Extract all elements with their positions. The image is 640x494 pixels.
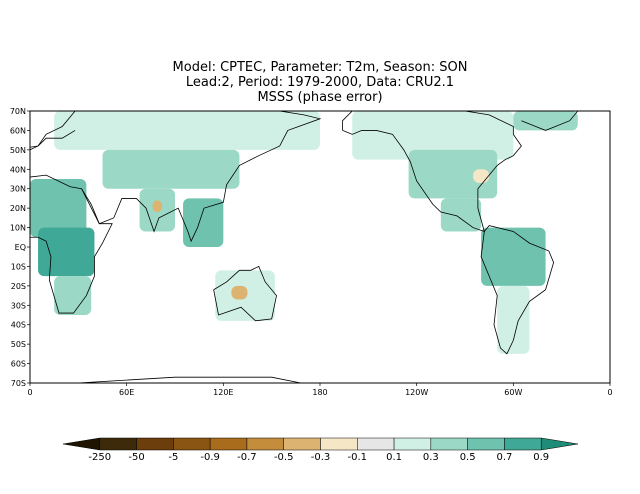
colorbar: -250 -50 -5 -0.9 -0.7 -0.5 -0.3 -0.1 0.1 0.3 0.5 0.… (62, 437, 579, 463)
colorbar-label: -5 (168, 452, 178, 463)
coastline-2 (213, 265, 277, 322)
colorbar-label: -0.7 (237, 452, 257, 463)
lon-label: 0 (27, 388, 32, 397)
colorbar-label: 0.7 (496, 452, 512, 463)
longitude-axis: 0 60E 120E 180 120W 60W 0 (27, 383, 613, 397)
colorbar-swatch (357, 437, 395, 451)
colorbar-swatch (320, 437, 358, 451)
coastline-7 (78, 376, 303, 383)
lat-label: 40S (11, 321, 26, 330)
region-southern-africa (54, 276, 92, 315)
lon-label: 120E (213, 388, 233, 397)
lon-label: 120W (405, 388, 428, 397)
colorbar-swatch (246, 437, 284, 451)
lat-label: 20N (10, 204, 26, 213)
region-usa-east (473, 169, 490, 183)
lat-label: 70S (11, 379, 26, 388)
colorbar-label: 0.3 (423, 452, 439, 463)
region-central-america (440, 198, 482, 232)
region-greenland (513, 111, 578, 131)
region-usa (408, 149, 498, 199)
colorbar-swatch (209, 437, 248, 451)
lon-label: 0 (607, 388, 612, 397)
lat-label: 50N (10, 146, 26, 155)
colorbar-swatch (173, 437, 211, 451)
colorbar-label: 0.5 (460, 452, 476, 463)
colorbar-swatch (99, 437, 137, 451)
colorbar-label: -0.5 (274, 452, 294, 463)
colorbar-swatch (467, 437, 505, 451)
lat-label: 60S (11, 360, 26, 369)
title-line-1: Model: CPTEC, Parameter: T2m, Season: SO… (172, 60, 468, 75)
lat-label: 70N (10, 107, 26, 116)
colorbar-label: -0.1 (348, 452, 368, 463)
lon-label: 180 (312, 388, 327, 397)
lat-label: 20S (11, 282, 26, 291)
region-south-america-north (481, 227, 546, 286)
lat-label: 10N (10, 224, 26, 233)
colorbar-swatch (393, 437, 432, 451)
colorbar-label: -0.3 (311, 452, 331, 463)
latitude-axis: 70N 60N 50N 40N 30N 20N 10N EQ 10S 20S 30S 40S 50S 60… (10, 107, 30, 388)
colorbar-swatch (504, 437, 542, 451)
colorbar-swatch (540, 437, 579, 451)
coastline-5 (521, 111, 579, 131)
title-line-2: Lead:2, Period: 1979-2000, Data: CRU2.1 (185, 75, 455, 90)
lat-label: 30N (10, 185, 26, 194)
colorbar-label: -50 (128, 452, 144, 463)
region-central-africa (38, 227, 95, 277)
lat-label: 50S (11, 340, 26, 349)
lat-label: 30S (11, 301, 26, 310)
coastline-1 (30, 188, 113, 314)
lat-label: EQ (15, 243, 26, 252)
region-australia-center (231, 285, 248, 300)
region-south-america-south (497, 285, 530, 354)
lon-label: 60E (119, 388, 134, 397)
region-northern-eurasia (54, 111, 321, 150)
region-central-asia (102, 149, 240, 189)
colorbar-label: -0.9 (200, 452, 220, 463)
lat-label: 40N (10, 165, 26, 174)
region-southeast-asia (183, 198, 224, 247)
lat-label: 60N (10, 126, 26, 135)
region-north-america (352, 111, 514, 160)
coastline-3 (342, 111, 522, 233)
coastline-4 (480, 225, 555, 355)
coastline-layer (30, 111, 579, 383)
title-line-3: MSSS (phase error) (257, 90, 383, 105)
colorbar-label: 0.1 (386, 452, 402, 463)
lat-label: 10S (11, 262, 26, 271)
colorbar-swatch (283, 437, 321, 451)
heatmap-layer (30, 111, 578, 354)
colorbar-swatch (136, 437, 174, 451)
lon-label: 60W (504, 388, 522, 397)
region-india-center (152, 200, 163, 213)
colorbar-swatch (62, 437, 101, 451)
region-north-africa (30, 179, 87, 238)
colorbar-label: 0.9 (533, 452, 549, 463)
colorbar-swatch (430, 437, 468, 451)
colorbar-label: -250 (88, 452, 111, 463)
